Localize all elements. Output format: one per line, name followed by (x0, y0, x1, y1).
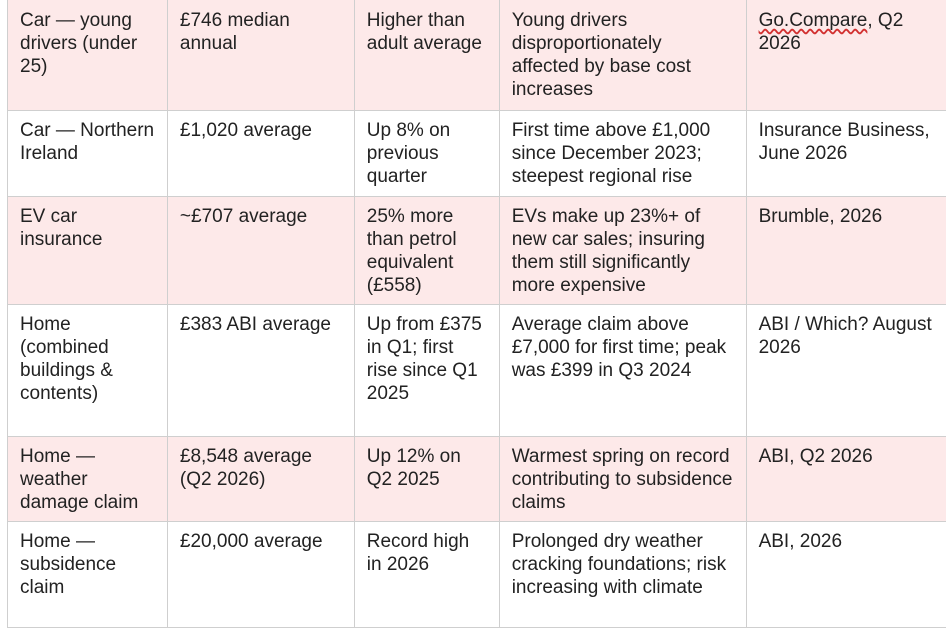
source-cell[interactable]: Brumble, 2026 (745, 195, 946, 305)
category-cell[interactable]: Car — Northern Ireland (7, 109, 168, 197)
category-cell[interactable]: Home — weather damage claim (7, 435, 168, 522)
table-row: Car — Northern Ireland £1,020 average Up… (7, 109, 946, 197)
category-cell[interactable]: Home — subsidence claim (7, 520, 168, 628)
source-cell[interactable]: Go.Compare, Q2 2026 (745, 0, 946, 111)
change-cell[interactable]: Up 8% on previous quarter (353, 109, 500, 197)
source-text: , Q2 2026 (758, 10, 904, 54)
notes-cell[interactable]: First time above £1,000 since December 2… (498, 109, 747, 197)
notes-cell[interactable]: Young drivers disproportionately affecte… (498, 0, 747, 111)
cost-cell[interactable]: £383 ABI average (166, 303, 355, 437)
insurance-cost-table: Car — young drivers (under 25) £746 medi… (7, 0, 946, 628)
source-cell[interactable]: ABI, 2026 (745, 520, 946, 628)
notes-cell[interactable]: EVs make up 23%+ of new car sales; insur… (498, 195, 747, 305)
change-cell[interactable]: Record high in 2026 (353, 520, 500, 628)
source-cell[interactable]: ABI / Which? August 2026 (745, 303, 946, 437)
table-row: EV car insurance ~£707 average 25% more … (7, 195, 946, 305)
source-cell[interactable]: ABI, Q2 2026 (745, 435, 946, 522)
category-cell[interactable]: Car — young drivers (under 25) (7, 0, 168, 111)
cost-cell[interactable]: £1,020 average (166, 109, 355, 197)
cost-cell[interactable]: ~£707 average (166, 195, 355, 305)
cost-cell[interactable]: £746 median annual (166, 0, 355, 111)
notes-cell[interactable]: Prolonged dry weather cracking foundatio… (498, 520, 747, 628)
notes-cell[interactable]: Average claim above £7,000 for first tim… (498, 303, 747, 437)
table-row: Home — weather damage claim £8,548 avera… (7, 435, 946, 522)
change-cell[interactable]: Higher than adult average (353, 0, 500, 111)
source-cell[interactable]: Insurance Business, June 2026 (745, 109, 946, 197)
change-cell[interactable]: 25% more than petrol equivalent (£558) (353, 195, 500, 305)
category-cell[interactable]: EV car insurance (7, 195, 168, 305)
change-cell[interactable]: Up 12% on Q2 2025 (353, 435, 500, 522)
spellcheck-flagged-word[interactable]: Go.Compare (758, 10, 868, 31)
cost-cell[interactable]: £8,548 average (Q2 2026) (166, 435, 355, 522)
category-cell[interactable]: Home (combined buildings & contents) (7, 303, 168, 437)
cost-cell[interactable]: £20,000 average (166, 520, 355, 628)
notes-cell[interactable]: Warmest spring on record contributing to… (498, 435, 747, 522)
table-row: Home (combined buildings & contents) £38… (7, 303, 946, 437)
change-cell[interactable]: Up from £375 in Q1; first rise since Q1 … (353, 303, 500, 437)
table-row: Home — subsidence claim £20,000 average … (7, 520, 946, 628)
table-row: Car — young drivers (under 25) £746 medi… (7, 0, 946, 111)
